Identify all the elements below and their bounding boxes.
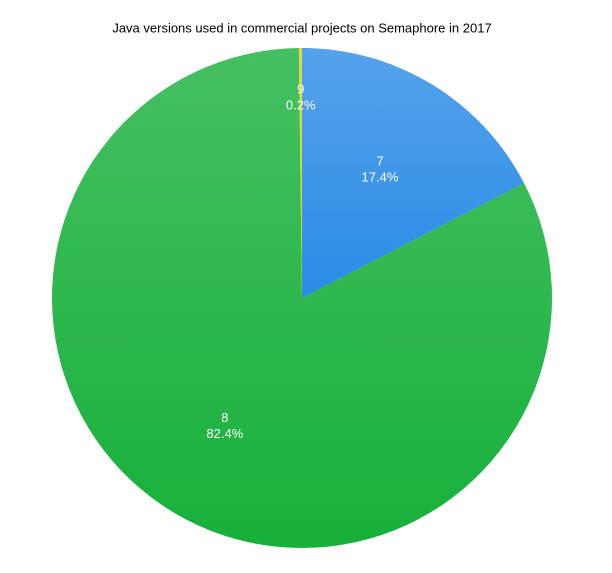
slice-value-label: 82.4% <box>206 426 243 441</box>
slice-value-label: 17.4% <box>362 169 399 184</box>
slice-category-label: 8 <box>221 410 228 425</box>
pie-slice <box>298 48 302 298</box>
pie-slice <box>52 48 552 548</box>
chart-title: Java versions used in commercial project… <box>112 20 491 35</box>
pie-slice <box>302 48 525 298</box>
slice-category-label: 7 <box>376 153 383 168</box>
slice-value-label: 0.2% <box>286 97 316 112</box>
slice-category-label: 9 <box>297 81 304 96</box>
